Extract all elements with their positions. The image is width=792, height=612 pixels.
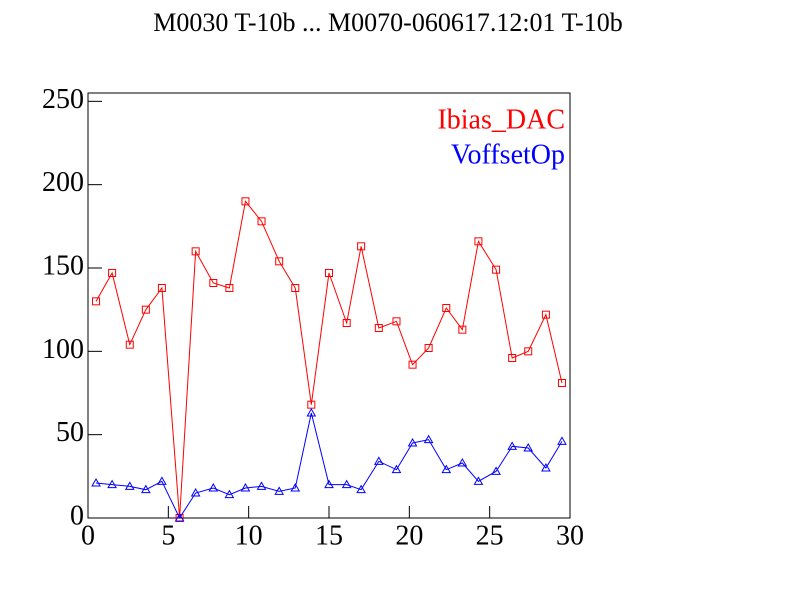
marker	[125, 340, 134, 349]
marker	[174, 512, 185, 522]
marker	[424, 344, 433, 352]
x-tick-label: 5	[161, 520, 175, 551]
marker	[408, 360, 417, 369]
marker	[356, 484, 366, 494]
marker	[557, 436, 567, 445]
chart-title: M0030 T-10b ... M0070-060617.12:01 T-10b	[153, 8, 623, 37]
marker	[208, 482, 219, 492]
marker	[91, 477, 101, 487]
marker	[523, 442, 534, 452]
marker	[342, 319, 351, 327]
marker	[407, 437, 418, 447]
marker	[224, 489, 235, 499]
x-tick-label: 0	[81, 520, 95, 551]
marker	[442, 304, 451, 312]
marker	[241, 197, 250, 206]
marker	[92, 297, 101, 306]
marker	[140, 484, 151, 494]
marker	[124, 481, 135, 490]
marker	[157, 476, 167, 485]
marker	[325, 269, 333, 277]
marker	[256, 481, 267, 490]
marker	[290, 482, 301, 492]
marker	[491, 466, 501, 475]
marker	[474, 237, 483, 246]
y-tick-label: 250	[42, 84, 84, 115]
marker	[191, 247, 200, 256]
marker	[392, 317, 401, 326]
marker	[541, 310, 550, 319]
series-line	[95, 200, 563, 519]
y-tick-label: 150	[42, 250, 84, 281]
marker	[373, 456, 384, 465]
marker	[441, 464, 452, 474]
marker	[457, 457, 468, 467]
x-tick-label: 10	[235, 520, 263, 551]
y-tick-label: 200	[42, 167, 84, 198]
marker	[157, 284, 166, 292]
series-line	[95, 412, 563, 520]
marker	[108, 269, 117, 277]
marker	[357, 242, 366, 251]
marker	[458, 325, 467, 334]
marker	[324, 479, 334, 489]
legend-label: Ibias_DAC	[437, 104, 565, 135]
marker	[274, 486, 285, 495]
marker	[508, 354, 517, 362]
marker	[306, 407, 317, 417]
marker	[275, 257, 284, 266]
marker	[473, 476, 484, 485]
marker	[341, 479, 352, 489]
marker	[240, 482, 251, 492]
x-tick-label: 25	[476, 520, 504, 551]
x-tick-label: 20	[395, 520, 423, 551]
marker	[141, 305, 150, 314]
marker	[291, 284, 300, 292]
marker	[541, 462, 551, 472]
y-tick-label: 100	[42, 334, 84, 365]
marker	[492, 265, 501, 274]
x-tick-label: 15	[315, 520, 343, 551]
legend-label: VoffsetOp	[451, 139, 565, 170]
marker	[209, 279, 218, 287]
marker	[374, 324, 383, 332]
marker	[225, 284, 234, 292]
marker	[423, 434, 434, 444]
marker	[524, 347, 533, 356]
marker	[391, 464, 402, 474]
x-tick-label: 30	[556, 520, 584, 551]
marker	[107, 479, 117, 489]
y-tick-label: 0	[70, 500, 84, 531]
marker	[507, 441, 518, 450]
marker	[190, 487, 201, 497]
marker	[557, 379, 566, 387]
marker	[257, 217, 266, 226]
y-tick-label: 50	[56, 417, 84, 448]
